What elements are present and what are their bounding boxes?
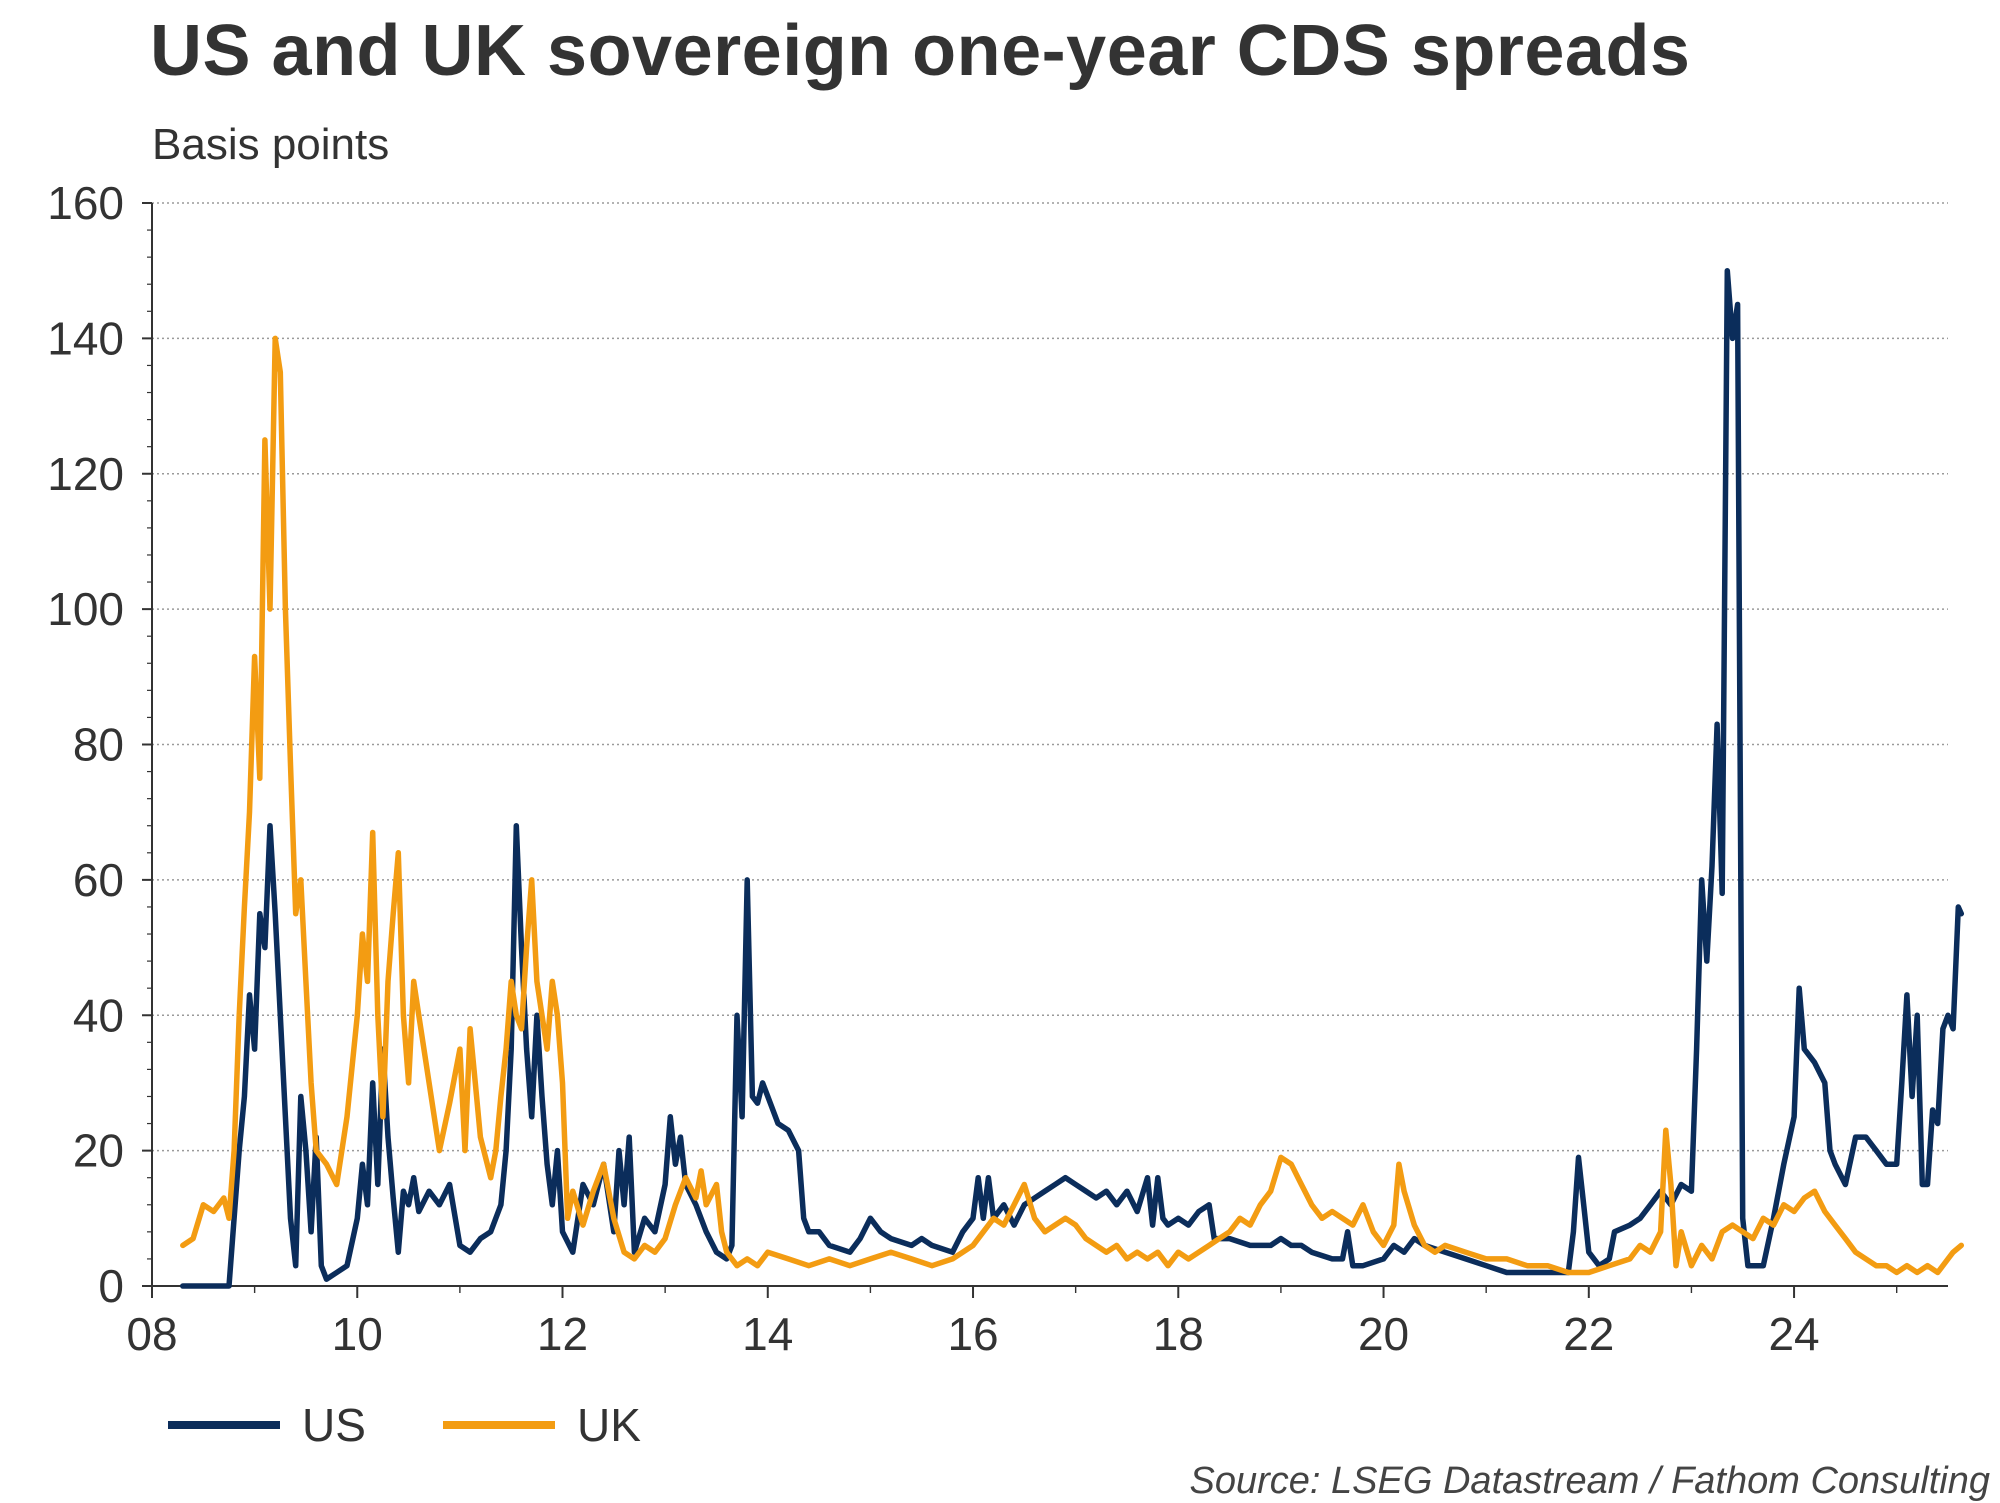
y-tick-label: 80 [73,719,124,771]
y-tick-label: 0 [98,1260,124,1312]
y-tick-label: 20 [73,1125,124,1177]
y-tick-label: 140 [47,312,124,364]
x-tick-label: 20 [1358,1308,1409,1360]
y-tick-label: 120 [47,448,124,500]
chart-title: US and UK sovereign one-year CDS spreads [150,11,1691,91]
legend-label-uk: UK [577,1399,641,1451]
y-tick-label: 60 [73,854,124,906]
x-axis-ticks: 08 10 12 14 16 18 20 22 24 [126,1286,1898,1360]
y-tick-label: 160 [47,177,124,229]
series-line-us [180,267,1965,1289]
x-tick-label: 18 [1153,1308,1204,1360]
legend-label-us: US [302,1399,366,1451]
legend: US UK [168,1399,641,1451]
gridlines [152,202,1948,1152]
source-note: Source: LSEG Datastream / Fathom Consult… [1189,1460,1990,1502]
x-tick-label: 12 [537,1308,588,1360]
x-tick-label: 14 [742,1308,793,1360]
chart-canvas: 0 20 40 60 80 100 120 140 160 08 10 12 14 16 18 20 22 24… [47,177,1965,1451]
series-lines [180,267,1965,1289]
series-line-uk [180,335,1965,1276]
x-tick-label: 08 [126,1308,177,1360]
chart-subtitle: Basis points [152,120,390,169]
y-tick-label: 40 [73,989,124,1041]
y-axis-ticks: 0 20 40 60 80 100 120 140 160 [47,177,152,1312]
x-tick-label: 16 [947,1308,998,1360]
x-tick-label: 10 [332,1308,383,1360]
x-tick-label: 24 [1768,1308,1819,1360]
y-tick-label: 100 [47,583,124,635]
x-tick-label: 22 [1563,1308,1614,1360]
